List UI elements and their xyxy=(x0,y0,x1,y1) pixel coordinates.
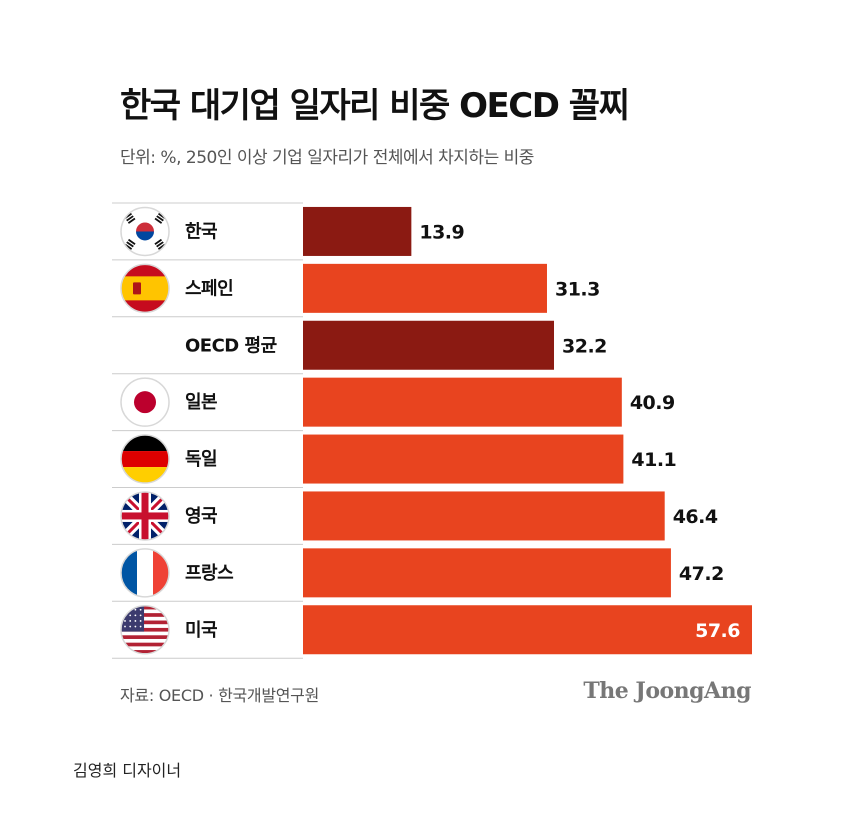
category-label: 스페인 xyxy=(185,278,233,299)
category-label: 독일 xyxy=(185,449,217,470)
category-label: 미국 xyxy=(185,620,217,641)
uk-flag-icon xyxy=(120,491,170,541)
bar-chart: 한국 13.9 스페인 31.3 OECD 평균 32.2 일본 40.9 독일 41.1 영국 46… xyxy=(112,202,752,659)
usa-flag-icon xyxy=(120,605,170,655)
bar xyxy=(303,605,752,655)
france-flag-icon xyxy=(120,548,170,598)
spain-flag-icon xyxy=(120,263,170,314)
category-label: 영국 xyxy=(185,506,217,527)
japan-flag-icon xyxy=(120,377,170,427)
bar xyxy=(303,377,622,427)
chart-subtitle: 단위: %, 250인 이상 기업 일자리가 전체에서 차지하는 비중 xyxy=(120,148,534,168)
bar xyxy=(303,263,547,313)
value-label: 47.2 xyxy=(679,563,724,585)
bar xyxy=(303,491,665,541)
category-label: OECD 평균 xyxy=(185,335,277,356)
bar xyxy=(303,434,624,484)
value-label: 31.3 xyxy=(555,278,600,300)
value-label: 57.6 xyxy=(695,620,740,642)
bar xyxy=(303,206,412,256)
chart-title: 한국 대기업 일자리 비중 OECD 꼴찌 xyxy=(120,86,630,126)
bar xyxy=(303,320,555,370)
value-label: 41.1 xyxy=(631,449,676,471)
value-label: 13.9 xyxy=(419,221,464,243)
value-label: 46.4 xyxy=(673,506,718,528)
germany-flag-icon xyxy=(120,434,170,484)
category-label: 프랑스 xyxy=(185,563,233,584)
bar xyxy=(303,548,671,598)
category-label: 한국 xyxy=(185,221,217,242)
value-label: 40.9 xyxy=(630,392,675,414)
category-label: 일본 xyxy=(185,392,217,413)
source-note: 자료: OECD · 한국개발연구원 xyxy=(120,686,320,705)
designer-credit: 김영희 디자이너 xyxy=(73,761,182,780)
value-label: 32.2 xyxy=(562,335,607,357)
korea-flag-icon xyxy=(120,206,170,257)
brand-logo: The JoongAng xyxy=(583,678,751,704)
